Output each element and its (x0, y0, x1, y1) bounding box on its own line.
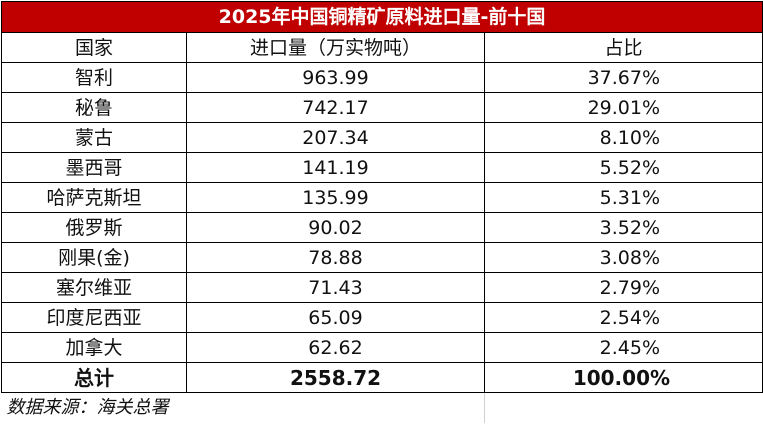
quantity-cell[interactable]: 62.62 (186, 332, 485, 363)
table-row: 俄罗斯 90.02 3.52% (1, 212, 763, 243)
copper-import-table: 2025年中国铜精矿原料进口量-前十国 国家 进口量（万实物吨） 占比 智利 9… (0, 1, 763, 423)
country-cell[interactable]: 俄罗斯 (1, 212, 187, 243)
total-label[interactable]: 总计 (1, 362, 187, 393)
quantity-cell[interactable]: 78.88 (186, 242, 485, 273)
header-share[interactable]: 占比 (483, 32, 763, 63)
table-row: 塞尔维亚 71.43 2.79% (1, 272, 763, 303)
quantity-cell[interactable]: 71.43 (186, 272, 485, 303)
quantity-cell[interactable]: 65.09 (186, 302, 485, 333)
table-row: 秘鲁 742.17 29.01% (1, 92, 763, 123)
country-cell[interactable]: 印度尼西亚 (1, 302, 187, 333)
table-row: 智利 963.99 37.67% (1, 62, 763, 93)
quantity-cell[interactable]: 90.02 (186, 212, 485, 243)
share-cell[interactable]: 29.01% (483, 92, 763, 123)
quantity-cell[interactable]: 742.17 (186, 92, 485, 123)
country-cell[interactable]: 哈萨克斯坦 (1, 182, 187, 213)
country-cell[interactable]: 秘鲁 (1, 92, 187, 123)
table-row: 哈萨克斯坦 135.99 5.31% (1, 182, 763, 213)
table-row: 加拿大 62.62 2.45% (1, 332, 763, 363)
table-title[interactable]: 2025年中国铜精矿原料进口量-前十国 (0, 1, 763, 33)
share-cell[interactable]: 3.08% (483, 242, 763, 273)
source-note[interactable]: 数据来源：海关总署 (6, 397, 169, 418)
table-row: 蒙古 207.34 8.10% (1, 122, 763, 153)
empty-cell[interactable] (483, 392, 763, 423)
country-cell[interactable]: 智利 (1, 62, 187, 93)
quantity-cell[interactable]: 141.19 (186, 152, 485, 183)
share-cell[interactable]: 37.67% (483, 62, 763, 93)
share-cell[interactable]: 2.45% (483, 332, 763, 363)
country-cell[interactable]: 刚果(金) (1, 242, 187, 273)
country-cell[interactable]: 蒙古 (1, 122, 187, 153)
share-cell[interactable]: 2.79% (483, 272, 763, 303)
table-row: 墨西哥 141.19 5.52% (1, 152, 763, 183)
header-country[interactable]: 国家 (1, 32, 187, 63)
country-cell[interactable]: 塞尔维亚 (1, 272, 187, 303)
table-row: 印度尼西亚 65.09 2.54% (1, 302, 763, 333)
table-row: 刚果(金) 78.88 3.08% (1, 242, 763, 273)
header-row: 国家 进口量（万实物吨） 占比 (1, 32, 763, 63)
quantity-cell[interactable]: 135.99 (186, 182, 485, 213)
share-cell[interactable]: 5.52% (483, 152, 763, 183)
share-cell[interactable]: 2.54% (483, 302, 763, 333)
total-row: 总计 2558.72 100.00% (1, 362, 763, 393)
source-row: 数据来源：海关总署 (2, 392, 763, 423)
share-cell[interactable]: 3.52% (483, 212, 763, 243)
title-row: 2025年中国铜精矿原料进口量-前十国 (0, 1, 763, 33)
total-quantity[interactable]: 2558.72 (186, 362, 485, 393)
country-cell[interactable]: 加拿大 (1, 332, 187, 363)
share-cell[interactable]: 5.31% (483, 182, 763, 213)
total-share[interactable]: 100.00% (483, 362, 763, 393)
quantity-cell[interactable]: 207.34 (186, 122, 485, 153)
header-quantity[interactable]: 进口量（万实物吨） (186, 32, 485, 63)
share-cell[interactable]: 8.10% (483, 122, 763, 153)
country-cell[interactable]: 墨西哥 (1, 152, 187, 183)
quantity-cell[interactable]: 963.99 (186, 62, 485, 93)
